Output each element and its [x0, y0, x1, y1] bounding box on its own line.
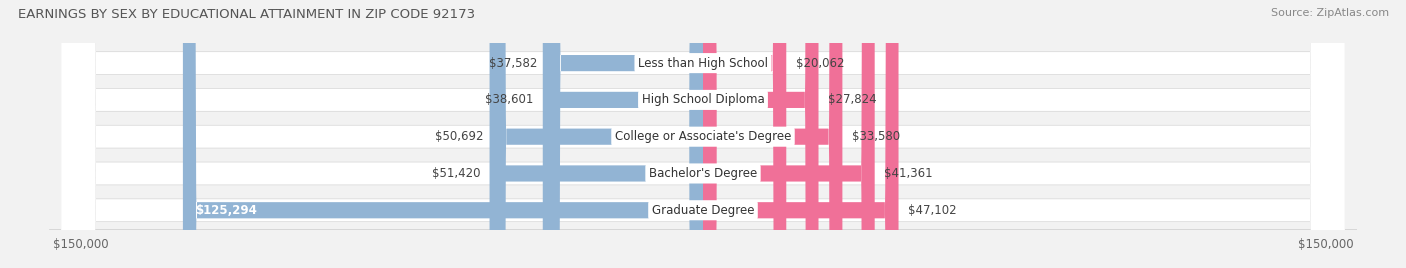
FancyBboxPatch shape: [183, 0, 703, 268]
FancyBboxPatch shape: [703, 0, 786, 268]
Text: $51,420: $51,420: [432, 167, 481, 180]
Text: $50,692: $50,692: [434, 130, 484, 143]
Text: $38,601: $38,601: [485, 93, 533, 106]
FancyBboxPatch shape: [62, 0, 1344, 268]
Text: Less than High School: Less than High School: [638, 57, 768, 70]
Text: Source: ZipAtlas.com: Source: ZipAtlas.com: [1271, 8, 1389, 18]
FancyBboxPatch shape: [489, 0, 703, 268]
FancyBboxPatch shape: [62, 0, 1344, 268]
FancyBboxPatch shape: [703, 0, 898, 268]
FancyBboxPatch shape: [62, 0, 1344, 268]
Text: Graduate Degree: Graduate Degree: [652, 204, 754, 217]
FancyBboxPatch shape: [492, 0, 703, 268]
FancyBboxPatch shape: [703, 0, 875, 268]
FancyBboxPatch shape: [62, 0, 1344, 268]
Text: $20,062: $20,062: [796, 57, 844, 70]
FancyBboxPatch shape: [703, 0, 842, 268]
Text: Bachelor's Degree: Bachelor's Degree: [650, 167, 756, 180]
FancyBboxPatch shape: [62, 0, 1344, 268]
Text: EARNINGS BY SEX BY EDUCATIONAL ATTAINMENT IN ZIP CODE 92173: EARNINGS BY SEX BY EDUCATIONAL ATTAINMEN…: [18, 8, 475, 21]
FancyBboxPatch shape: [543, 0, 703, 268]
FancyBboxPatch shape: [62, 0, 1344, 268]
Text: $47,102: $47,102: [908, 204, 956, 217]
Text: $37,582: $37,582: [489, 57, 537, 70]
Text: High School Diploma: High School Diploma: [641, 93, 765, 106]
FancyBboxPatch shape: [62, 0, 1344, 268]
FancyBboxPatch shape: [62, 0, 1344, 268]
FancyBboxPatch shape: [62, 0, 1344, 268]
Text: $41,361: $41,361: [884, 167, 932, 180]
FancyBboxPatch shape: [547, 0, 703, 268]
Text: $27,824: $27,824: [828, 93, 876, 106]
FancyBboxPatch shape: [703, 0, 818, 268]
Text: $33,580: $33,580: [852, 130, 900, 143]
Text: College or Associate's Degree: College or Associate's Degree: [614, 130, 792, 143]
FancyBboxPatch shape: [62, 0, 1344, 268]
Text: $125,294: $125,294: [195, 204, 257, 217]
